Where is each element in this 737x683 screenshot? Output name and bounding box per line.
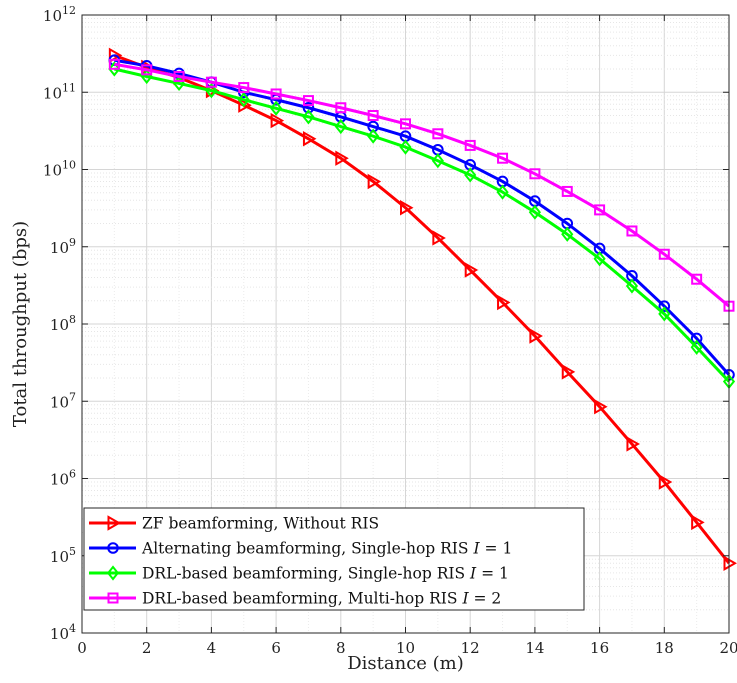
- series-3-point: [496, 184, 509, 200]
- legend-items: ZF beamforming, Without RIS Alternating b…: [89, 515, 512, 608]
- x-tick-label: 12: [461, 639, 480, 657]
- series-2-point: [658, 300, 671, 312]
- series-3-point: [205, 83, 218, 99]
- series-1-point: [108, 47, 123, 64]
- series-1-point: [626, 436, 640, 452]
- series-3-point: [270, 100, 283, 116]
- y-tick-label: 107: [50, 390, 76, 411]
- series-4-point: [464, 139, 476, 151]
- x-tick-label: 0: [77, 639, 87, 657]
- series-1-point: [432, 230, 446, 246]
- series-3-point: [431, 153, 444, 169]
- y-tick-label: 105: [50, 545, 76, 566]
- legend-entry-3: DRL-based beamforming, Single-hop RIS I …: [89, 565, 509, 583]
- legend-entry-4: DRL-based beamforming, Multi-hop RIS I =…: [89, 590, 501, 608]
- series-3-point: [561, 226, 574, 242]
- y-tick-label: 1011: [43, 81, 76, 102]
- legend-entry-2: Alternating beamforming, Single-hop RIS …: [89, 540, 512, 558]
- series-4-point: [594, 204, 606, 216]
- series-3-point: [108, 61, 121, 77]
- y-axis-title: Total throughput (bps): [10, 221, 31, 427]
- legend-label: ZF beamforming, Without RIS: [142, 515, 379, 533]
- series-4-point: [432, 128, 444, 140]
- series-3-point: [367, 128, 380, 144]
- series-1-point: [561, 364, 576, 380]
- x-tick-label: 18: [655, 639, 674, 657]
- series-4-point: [691, 273, 703, 285]
- x-tick-label: 16: [590, 639, 609, 657]
- series-4-point: [141, 64, 153, 76]
- series-4-point: [626, 225, 638, 237]
- legend-entry-1: ZF beamforming, Without RIS: [89, 515, 379, 533]
- series-1-point: [464, 262, 479, 278]
- series-3-point: [593, 251, 606, 267]
- series-4-point: [173, 70, 185, 82]
- series-1-point: [335, 150, 349, 166]
- series-1-point: [238, 97, 252, 113]
- y-tick-label: 109: [50, 236, 76, 257]
- x-axis: 0 2 4 6 8 10 12 14 16 18 20: [77, 15, 737, 657]
- x-axis-title: Distance (m): [347, 653, 464, 674]
- series-3-point: [302, 109, 315, 125]
- x-tick-label: 10: [396, 639, 415, 657]
- legend-swatch-marker: [107, 542, 119, 554]
- series-1-point: [658, 474, 673, 490]
- y-tick-label: 108: [50, 313, 76, 334]
- legend-label: DRL-based beamforming, Multi-hop RIS I =…: [142, 590, 501, 608]
- series-4-point: [561, 185, 573, 197]
- series-3-line: [114, 67, 731, 383]
- series-4-point: [658, 248, 670, 260]
- series-4-point: [108, 58, 120, 70]
- series-3-point: [528, 204, 541, 220]
- x-tick-label: 8: [336, 639, 346, 657]
- legend-label: Alternating beamforming, Single-hop RIS …: [141, 540, 512, 558]
- series-4-point: [205, 76, 217, 88]
- series-3-point: [464, 167, 477, 183]
- y-tick-label: 106: [50, 468, 76, 489]
- series-4-point: [497, 152, 509, 164]
- series-3-point: [690, 339, 703, 355]
- series-3-point: [399, 139, 412, 155]
- legend-label: DRL-based beamforming, Single-hop RIS I …: [142, 565, 509, 583]
- series-4-point: [529, 168, 541, 180]
- x-tick-label: 6: [271, 639, 281, 657]
- series-1-point: [497, 294, 511, 311]
- series-2-point: [690, 332, 703, 345]
- series-1-point: [367, 173, 382, 190]
- x-tick-label: 14: [525, 639, 544, 657]
- y-axis: 104 105 106 107 108 109 1010 1011 1012: [43, 4, 729, 643]
- series-3-point: [625, 278, 639, 294]
- y-tick-label: 1010: [43, 159, 76, 180]
- series-1-point: [400, 200, 414, 216]
- series-3-point: [237, 92, 250, 108]
- series-1-point: [723, 555, 737, 571]
- series-4-point: [270, 88, 282, 100]
- series-1-point: [594, 398, 608, 415]
- legend-swatch-marker: [107, 592, 119, 604]
- legend: ZF beamforming, Without RIS Alternating b…: [83, 507, 585, 611]
- series-4-point: [302, 95, 314, 107]
- series-3-point: [334, 118, 347, 135]
- x-tick-label: 2: [142, 639, 152, 657]
- x-tick-label: 4: [207, 639, 217, 657]
- series-3-point: [658, 306, 671, 322]
- series-layer: [108, 47, 737, 571]
- y-tick-label: 1012: [43, 4, 76, 25]
- legend-swatch-marker: [107, 515, 122, 531]
- series-1-point: [691, 514, 705, 531]
- legend-box: [83, 507, 585, 611]
- series-2-point: [302, 101, 315, 114]
- series-4-point: [367, 110, 379, 122]
- series-1-point: [529, 328, 543, 344]
- series-1-point: [302, 131, 317, 147]
- series-4-point: [238, 82, 250, 94]
- series-4-point: [400, 118, 411, 130]
- x-tick-label: 20: [719, 639, 737, 657]
- y-tick-label: 104: [50, 622, 76, 643]
- series-1-point: [270, 112, 285, 129]
- series-4-point: [335, 102, 347, 114]
- legend-swatch-marker: [106, 565, 120, 581]
